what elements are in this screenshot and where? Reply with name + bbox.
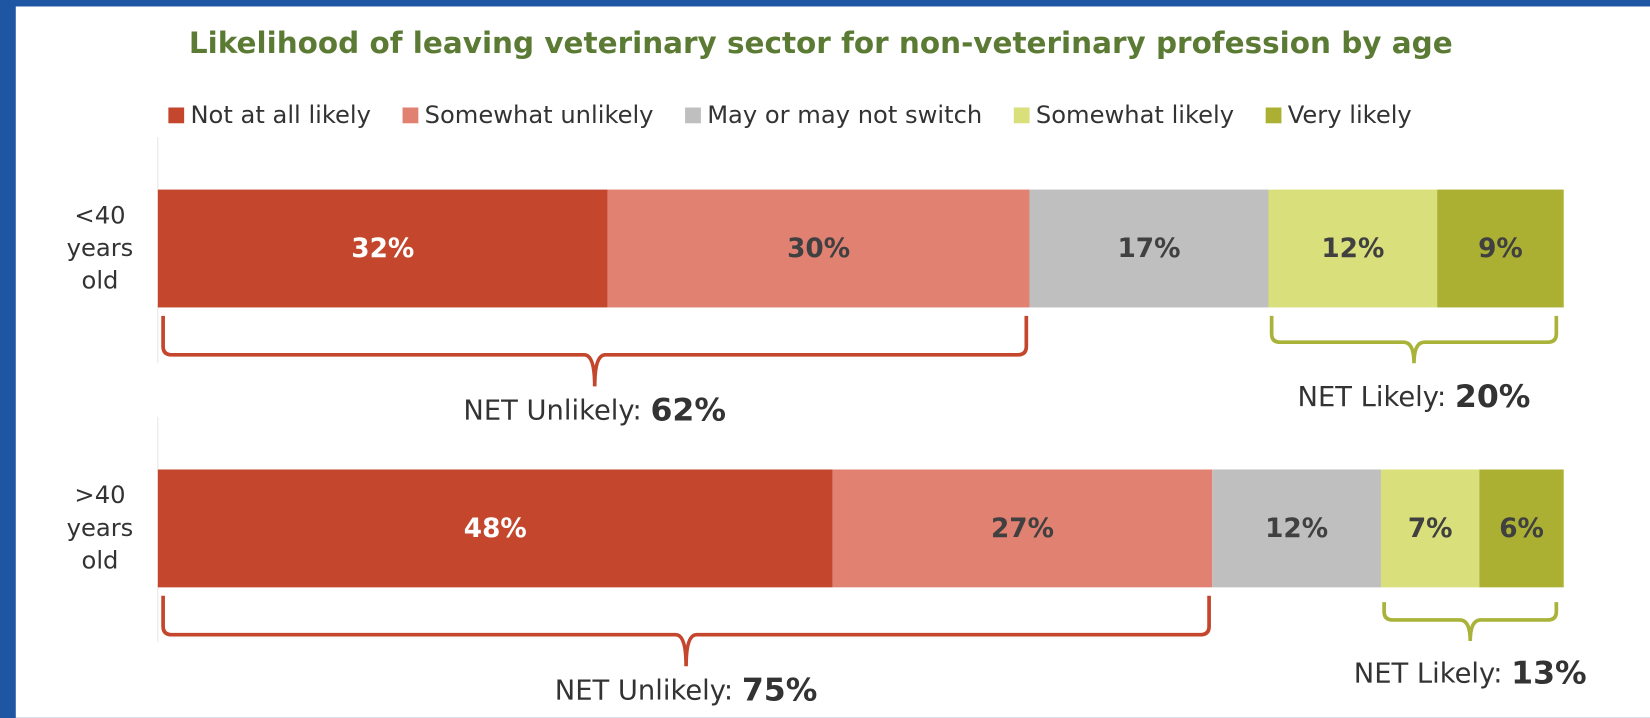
- bar-value-label: 17%: [1118, 234, 1181, 264]
- legend-swatch: [402, 107, 419, 124]
- net-label-text: NET Likely:: [1298, 381, 1447, 412]
- chart-title: Likelihood of leaving veterinary sector …: [189, 26, 1453, 60]
- legend-swatch: [1265, 107, 1282, 124]
- bar-value-label: 48%: [464, 514, 527, 544]
- category-label-box: <40 years old: [66, 202, 134, 295]
- net-label: NET Unlikely: 62%: [463, 393, 726, 429]
- legend-swatch: [168, 107, 185, 124]
- bar-value-label: 9%: [1478, 234, 1523, 264]
- bar-value-label: 7%: [1408, 514, 1453, 544]
- bar-segment: [1479, 469, 1564, 588]
- net-label: NET Unlikely: 75%: [555, 673, 818, 709]
- net-label: NET Likely: 20%: [1298, 379, 1531, 415]
- net-label-value: 20%: [1455, 379, 1531, 415]
- bar-segment: [1212, 469, 1381, 588]
- net-label-value: 75%: [742, 673, 818, 709]
- bar-segment: [1268, 189, 1438, 308]
- bar-value-label: 12%: [1321, 234, 1384, 264]
- net-bracket: [1382, 602, 1559, 642]
- category-label: >40 years old: [66, 482, 134, 575]
- net-label-text: NET Unlikely:: [463, 395, 641, 426]
- chart-background: [15, 6, 1650, 718]
- bar-segment: [1029, 189, 1269, 308]
- bar-segment: [832, 469, 1213, 588]
- bar-value-label: 12%: [1265, 514, 1328, 544]
- net-bracket: [161, 595, 1211, 667]
- bar-value-label: 30%: [787, 234, 850, 264]
- net-label: NET Likely: 13%: [1354, 656, 1587, 692]
- bar-segment: [607, 189, 1030, 308]
- net-bracket: [1269, 315, 1559, 364]
- legend-swatch: [685, 107, 701, 124]
- bar-segment: [157, 189, 608, 308]
- legend-label: May or may not switch: [707, 101, 982, 129]
- net-label-value: 62%: [650, 393, 726, 429]
- category-label: <40 years old: [66, 202, 134, 295]
- legend-label: Somewhat unlikely: [425, 101, 654, 129]
- category-label-box: >40 years old: [66, 482, 134, 575]
- bar-value-label: 27%: [991, 514, 1054, 544]
- net-label-value: 13%: [1511, 656, 1587, 692]
- net-label-text: NET Unlikely:: [555, 675, 733, 706]
- legend-label: Not at all likely: [190, 101, 371, 129]
- bar-value-label: 32%: [351, 234, 414, 264]
- bar-segment: [1437, 189, 1564, 308]
- bar-value-label: 6%: [1499, 514, 1544, 544]
- net-label-text: NET Likely:: [1354, 658, 1503, 689]
- bar-segment: [1380, 469, 1480, 588]
- net-bracket: [161, 315, 1029, 387]
- bar-segment: [157, 469, 833, 588]
- legend-label: Very likely: [1288, 101, 1412, 129]
- legend-label: Somewhat likely: [1036, 101, 1234, 129]
- legend-swatch: [1013, 107, 1030, 124]
